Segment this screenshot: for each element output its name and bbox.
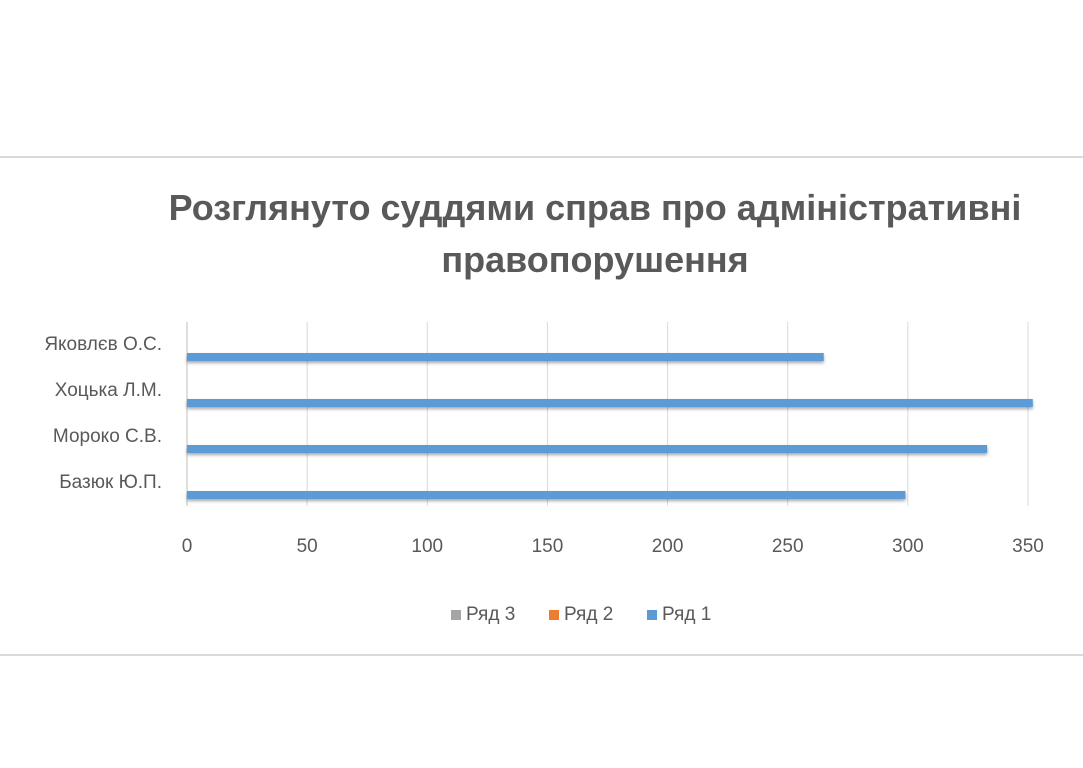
x-tick-label: 50 <box>297 536 318 557</box>
x-tick-label: 350 <box>1012 536 1044 557</box>
legend-swatch <box>549 610 559 620</box>
y-tick-label: Хоцька Л.М. <box>55 380 162 401</box>
legend-swatch <box>647 610 657 620</box>
bar <box>187 353 824 361</box>
chart-title: Розглянуто суддями справ про адміністрат… <box>168 187 1022 280</box>
bar <box>187 445 988 453</box>
y-tick-label: Мороко С.В. <box>53 426 162 447</box>
x-tick-label: 200 <box>652 536 684 557</box>
legend-swatch <box>451 610 461 620</box>
bar <box>187 399 1033 407</box>
y-tick-label: Яковлєв О.С. <box>44 334 162 355</box>
x-tick-label: 300 <box>892 536 924 557</box>
legend-label: Ряд 2 <box>564 604 613 625</box>
x-tick-label: 150 <box>532 536 564 557</box>
y-tick-label: Базюк Ю.П. <box>59 472 162 493</box>
legend-label: Ряд 1 <box>662 604 711 625</box>
x-tick-label: 100 <box>411 536 443 557</box>
legend-label: Ряд 3 <box>466 604 515 625</box>
x-tick-label: 0 <box>182 536 193 557</box>
x-tick-label: 250 <box>772 536 804 557</box>
bar <box>187 491 906 499</box>
